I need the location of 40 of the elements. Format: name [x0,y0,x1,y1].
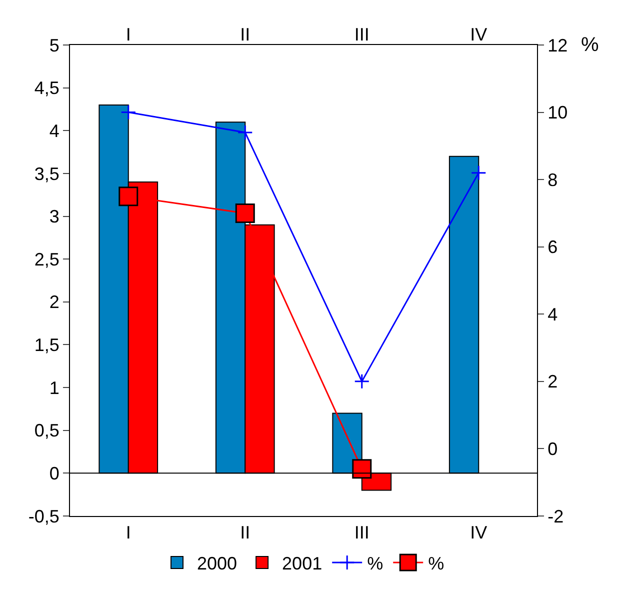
x-tick-label: I [126,24,131,44]
x-tick-label: II [240,24,250,44]
category-label: II [240,522,250,543]
point [354,374,370,390]
point [235,203,255,223]
legend-label: % [428,553,444,574]
point [237,124,253,140]
legend-label: 2001 [282,553,322,574]
y-tick-label: -0,5 [28,506,60,526]
y-tick-label: 1 [49,378,60,398]
category-label: IV [470,522,488,543]
y-tick-label: 4,5 [34,78,60,98]
legend-label: % [367,553,384,574]
point [352,459,372,479]
y2-tick-label: 2 [548,372,558,392]
x-tick-label: III [354,24,370,44]
y-tick-label: 2,5 [34,249,60,270]
y-tick-label: 4 [49,120,60,141]
y2-tick-label: 12 [548,35,568,56]
y2-tick-label: 10 [548,102,568,123]
y2-tick-label: -2 [548,506,564,526]
y2-tick-label: 8 [548,170,558,190]
y-tick-label: 3,5 [34,164,60,184]
category-label: I [126,522,131,543]
y-tick-label: 1,5 [34,335,60,356]
x-tick-label: IV [470,24,488,44]
y2-tick-label: 6 [548,237,558,258]
legend-label: 2000 [197,553,238,574]
y2-tick-label: 4 [548,304,558,324]
point [470,165,486,181]
category-label: III [354,522,370,543]
y-tick-label: 3 [49,206,60,227]
y-tick-label: 0 [49,463,60,484]
y2-axis-title: % [581,34,599,56]
point [118,186,138,206]
y2-tick-label: 0 [548,439,558,460]
y-tick-label: 0,5 [34,420,60,441]
y-tick-label: 5 [49,35,60,56]
y-tick-label: 2 [49,292,60,312]
point [120,104,136,120]
